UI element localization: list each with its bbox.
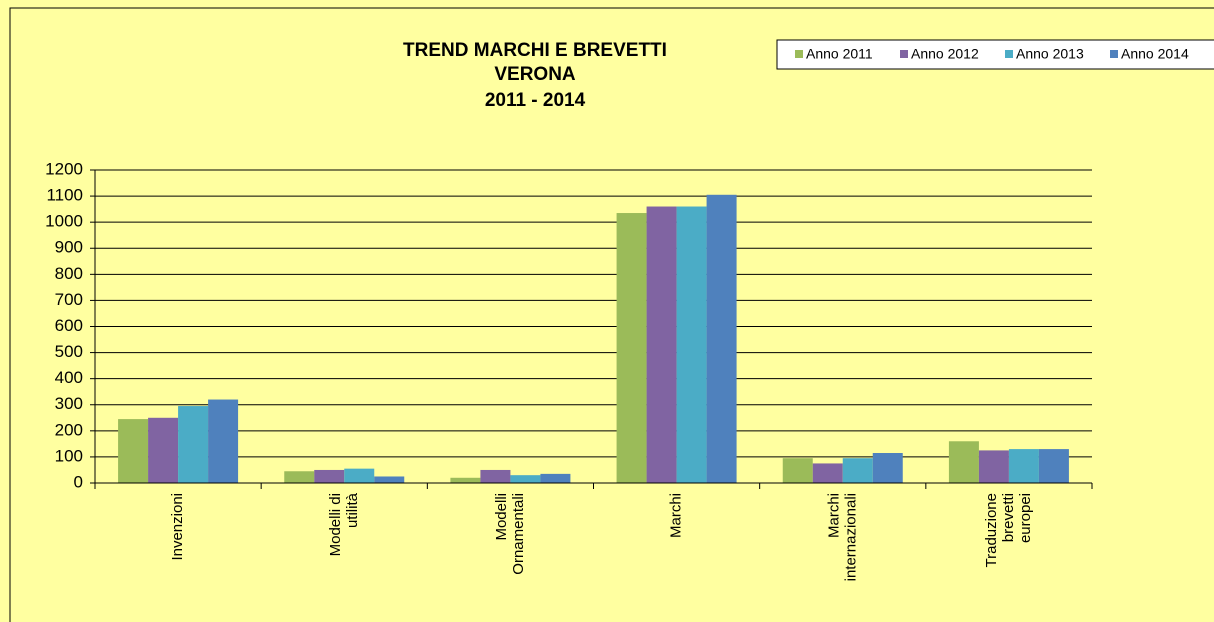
x-tick-label: Modelli diutilità (327, 492, 361, 556)
bar (1038, 449, 1069, 483)
y-tick-label: 0 (74, 472, 83, 491)
y-tick-label: 1200 (45, 159, 83, 178)
bar (178, 406, 209, 483)
x-tick-label-line: Modelli di (327, 493, 344, 556)
x-tick-label: Marchiinternazionali (825, 493, 859, 581)
x-tick-label-line: internazionali (842, 493, 859, 581)
bar (208, 399, 239, 483)
bar (374, 476, 405, 483)
bar (872, 453, 903, 483)
y-tick-label: 400 (55, 368, 83, 387)
bar (616, 213, 647, 483)
bar (676, 206, 707, 483)
x-tick-label-line: Invenzioni (169, 493, 186, 561)
bar (782, 458, 813, 483)
y-tick-label: 700 (55, 290, 83, 309)
chart-frame (9, 7, 1214, 622)
x-tick-label-line: Marchi (825, 493, 842, 538)
y-tick-label: 100 (55, 446, 83, 465)
bar (148, 417, 179, 483)
chart-title: VERONA (494, 64, 576, 85)
bar (344, 468, 375, 483)
y-tick-label: 800 (55, 264, 83, 283)
legend-label: Anno 2011 (806, 46, 873, 62)
x-tick-label-line: Traduzione (983, 493, 1000, 568)
y-tick-label: 600 (55, 316, 83, 335)
y-tick-label: 500 (55, 342, 83, 361)
legend-label: Anno 2014 (1121, 46, 1189, 62)
bar (284, 471, 315, 483)
y-tick-label: 200 (55, 420, 83, 439)
bar (978, 450, 1009, 483)
bar (1008, 449, 1039, 483)
x-tick-label-line: Ornamentali (510, 493, 527, 575)
legend-swatch (795, 50, 803, 58)
legend-label: Anno 2013 (1016, 46, 1084, 62)
bar (646, 206, 677, 483)
x-tick-label: Traduzionebrevettieuropei (983, 493, 1034, 568)
x-tick-label: ModelliOrnamentali (493, 493, 527, 575)
legend-swatch (900, 50, 908, 58)
bar (706, 194, 737, 483)
y-tick-label: 1100 (46, 186, 83, 205)
bar (812, 463, 843, 483)
x-tick-label-line: europei (1017, 493, 1034, 543)
legend-label: Anno 2012 (911, 46, 979, 62)
x-tick-label-line: Marchi (668, 493, 685, 538)
legend (776, 39, 1214, 70)
x-tick-label: Marchi (668, 493, 685, 538)
y-tick-label: 1000 (45, 212, 83, 231)
bar (510, 475, 541, 483)
legend-swatch (1110, 50, 1118, 58)
x-tick-label-line: Modelli (493, 493, 510, 541)
bar (480, 469, 511, 483)
bar (540, 473, 571, 483)
chart-title: 2011 - 2014 (485, 90, 586, 111)
x-tick-label-line: utilità (344, 492, 361, 528)
bar (948, 441, 979, 483)
legend-swatch (1005, 50, 1013, 58)
x-tick-label-line: brevetti (1000, 493, 1017, 542)
x-tick-label: Invenzioni (169, 493, 186, 561)
bar (314, 469, 345, 483)
y-tick-label: 300 (55, 394, 83, 413)
bar (118, 419, 149, 483)
y-tick-label: 900 (55, 238, 83, 257)
bar (842, 458, 873, 483)
bar (450, 477, 481, 483)
chart-title: TREND MARCHI E BREVETTI (403, 40, 667, 61)
